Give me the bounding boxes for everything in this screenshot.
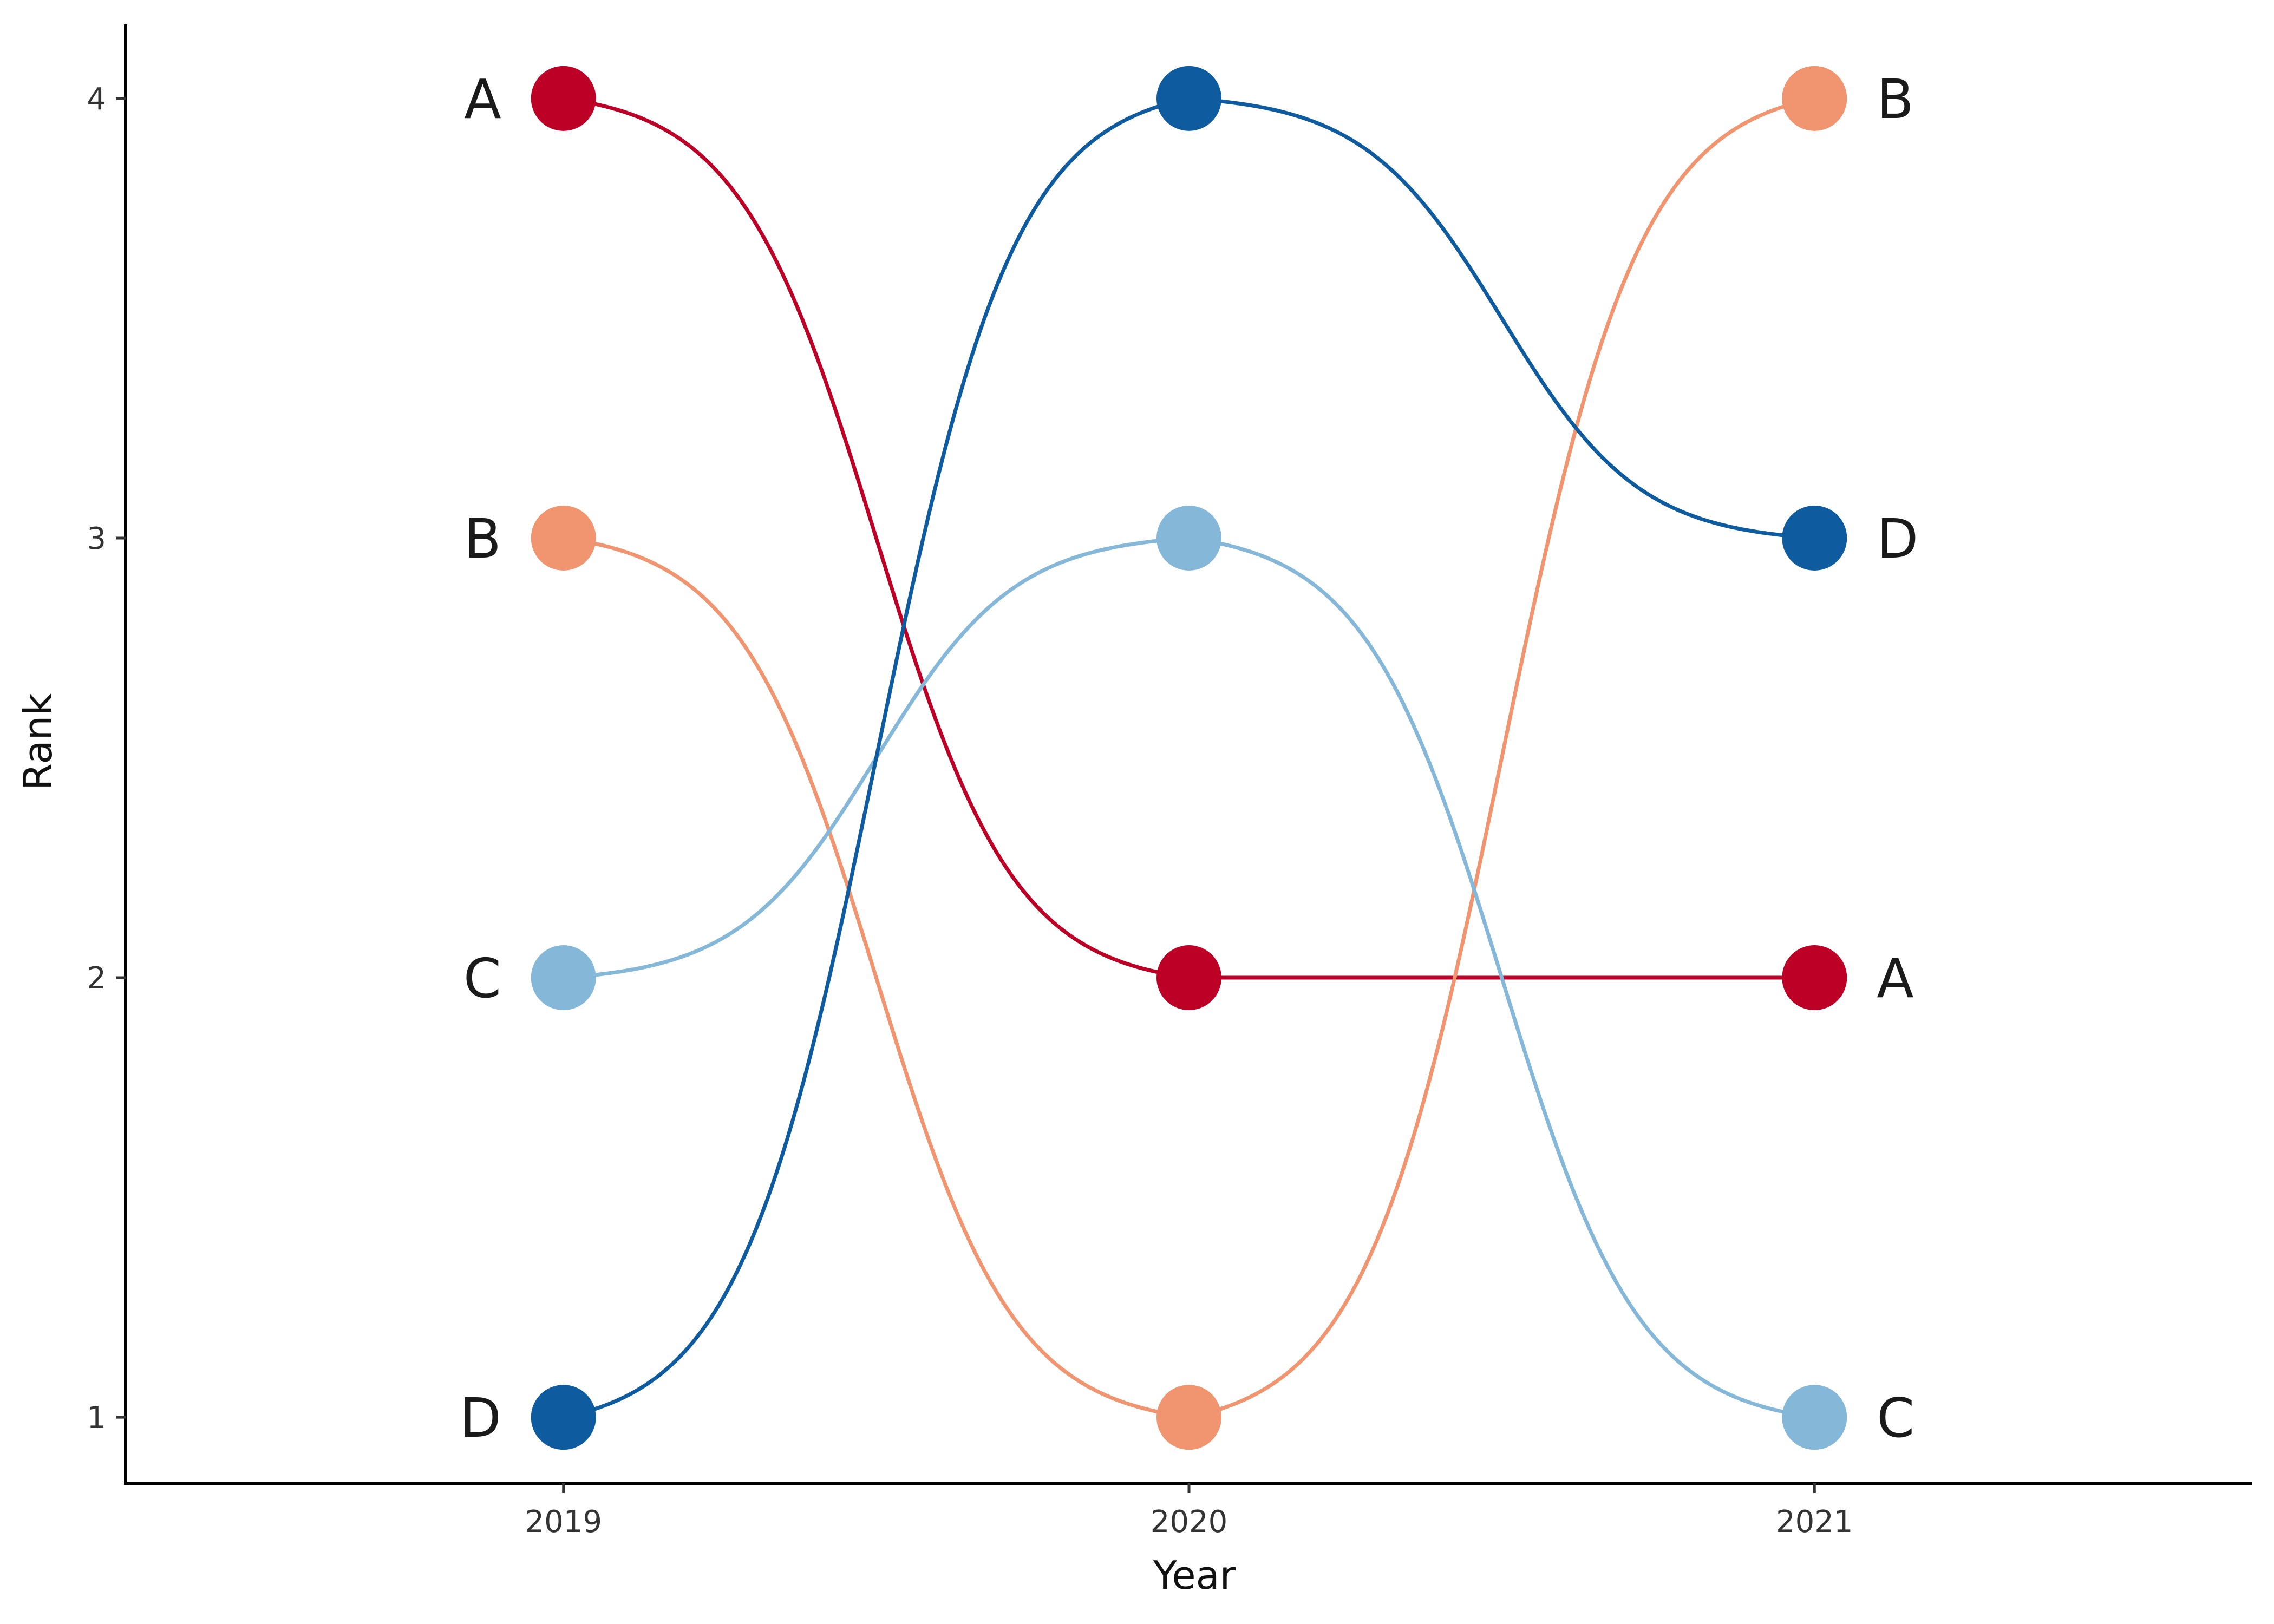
y-tick-label: 2 (87, 961, 106, 996)
x-axis-title: Year (1153, 1553, 1236, 1598)
y-tick-label: 4 (87, 82, 106, 117)
series-points (531, 66, 1847, 1450)
point-B-2020 (1156, 1385, 1221, 1450)
point-C-2020 (1156, 505, 1221, 571)
point-A-2020 (1156, 945, 1221, 1011)
point-A-2021 (1782, 945, 1847, 1011)
x-tick-label: 2019 (525, 1504, 602, 1540)
start-label-B: B (464, 507, 501, 571)
point-B-2019 (531, 505, 596, 571)
end-label-A: A (1877, 947, 1913, 1010)
x-tick-label: 2020 (1151, 1504, 1228, 1540)
point-D-2020 (1156, 66, 1221, 131)
start-label-A: A (464, 68, 501, 131)
point-A-2019 (531, 66, 596, 131)
end-label-D: D (1877, 507, 1918, 571)
x-tick-label: 2021 (1776, 1504, 1853, 1540)
point-D-2019 (531, 1385, 596, 1450)
point-D-2021 (1782, 505, 1847, 571)
point-B-2021 (1782, 66, 1847, 131)
start-label-D: D (460, 1386, 501, 1450)
y-tick-label: 1 (87, 1400, 106, 1436)
point-C-2021 (1782, 1385, 1847, 1450)
point-C-2019 (531, 945, 596, 1011)
axis-ticks: 1 2 3 4 2019 2020 2021 (87, 82, 1853, 1540)
end-label-C: C (1877, 1386, 1914, 1450)
start-label-C: C (463, 947, 501, 1010)
y-tick-label: 3 (87, 521, 106, 556)
end-label-B: B (1877, 68, 1914, 131)
series-end-labels: A A B B C C D D (460, 68, 1919, 1450)
y-axis-title: Rank (15, 693, 61, 790)
